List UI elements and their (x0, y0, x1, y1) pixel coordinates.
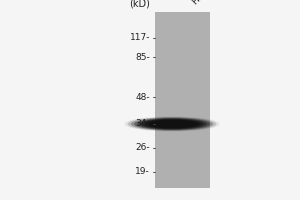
Ellipse shape (140, 119, 204, 129)
Text: 26-: 26- (135, 144, 150, 152)
Bar (155, 12, 210, 188)
Text: (kD): (kD) (129, 0, 150, 8)
Text: 34-: 34- (135, 119, 150, 129)
Ellipse shape (124, 116, 220, 132)
Ellipse shape (153, 121, 191, 127)
Text: 85-: 85- (135, 52, 150, 62)
Ellipse shape (131, 117, 213, 130)
Ellipse shape (147, 120, 197, 128)
Ellipse shape (128, 117, 216, 131)
Text: 48-: 48- (135, 92, 150, 102)
Text: 19-: 19- (135, 168, 150, 176)
Ellipse shape (137, 118, 207, 130)
Text: 117-: 117- (130, 33, 150, 43)
Ellipse shape (143, 119, 200, 129)
Ellipse shape (150, 120, 194, 128)
Text: HuVec: HuVec (190, 0, 217, 6)
Ellipse shape (134, 118, 210, 130)
